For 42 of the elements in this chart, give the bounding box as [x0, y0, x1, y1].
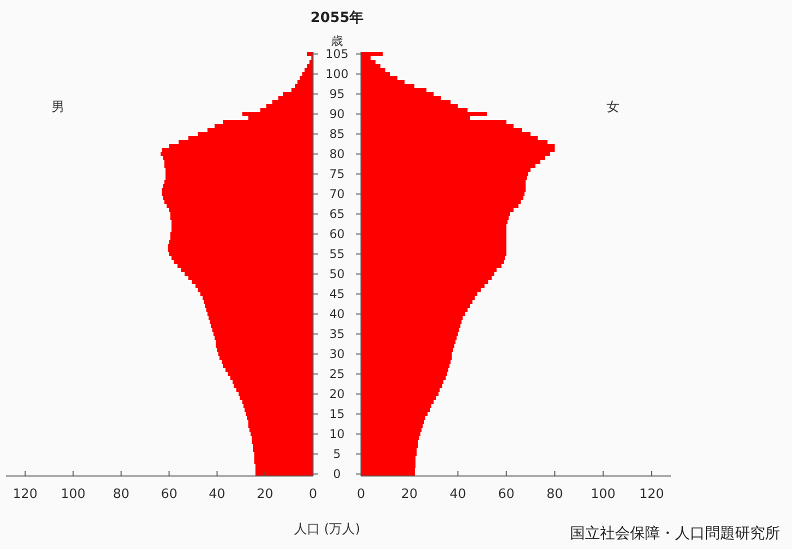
x-tick-label: 60 — [160, 487, 178, 502]
x-tick-label: 20 — [256, 487, 274, 502]
x-tick-label: 0 — [308, 487, 318, 502]
y-tick-label: 15 — [329, 407, 345, 421]
x-axis-title: 人口 (万人) — [294, 522, 360, 537]
y-tick-label: 105 — [326, 47, 348, 61]
x-tick-label: 0 — [356, 487, 366, 502]
y-tick-label: 70 — [329, 187, 345, 201]
x-tick-label: 100 — [60, 487, 86, 502]
y-tick-label: 20 — [329, 387, 345, 401]
text: 男 — [52, 100, 64, 115]
x-tick-label: 40 — [450, 487, 466, 502]
x-tick-label: 40 — [208, 487, 226, 502]
y-tick-label: 55 — [329, 247, 345, 261]
x-tick-label: 120 — [639, 487, 664, 502]
x-tick-label: 120 — [12, 487, 38, 502]
y-tick-label: 45 — [329, 287, 345, 301]
y-tick-label: 90 — [329, 107, 345, 121]
y-tick-label: 95 — [329, 87, 345, 101]
y-tick-label: 100 — [326, 67, 348, 81]
y-tick-label: 85 — [329, 127, 345, 141]
chart-title: 2055年 — [310, 10, 364, 26]
y-axis-title: 歳 — [331, 34, 343, 48]
y-tick-label: 75 — [329, 167, 345, 181]
y-tick-label: 50 — [329, 267, 345, 281]
y-tick-label: 30 — [329, 347, 345, 361]
y-tick-label: 25 — [329, 367, 345, 381]
x-tick-label: 80 — [112, 487, 130, 502]
text: 女 — [606, 100, 620, 115]
text: 国立社会保障・人口問題研究所 — [570, 524, 780, 542]
x-tick-label: 80 — [546, 487, 564, 502]
y-tick-label: 5 — [333, 447, 341, 461]
y-tick-label: 0 — [333, 467, 341, 481]
y-tick-label: 10 — [329, 427, 345, 441]
x-tick-label: 60 — [498, 487, 515, 502]
x-tick-label: 20 — [401, 487, 418, 502]
y-tick-label: 35 — [329, 327, 345, 341]
y-tick-label: 65 — [329, 207, 345, 221]
y-tick-label: 80 — [329, 147, 345, 161]
x-tick-label: 100 — [590, 487, 616, 502]
y-tick-label: 40 — [329, 307, 345, 321]
y-tick-label: 60 — [329, 227, 345, 241]
